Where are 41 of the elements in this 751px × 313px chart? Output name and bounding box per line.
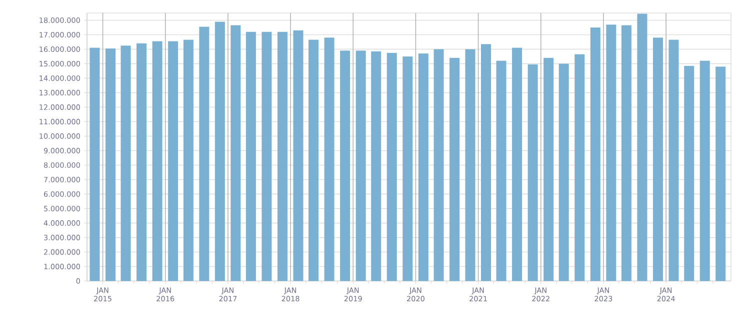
bar: [465, 49, 476, 281]
bar: [120, 46, 131, 281]
bar: [418, 54, 428, 281]
bar: [214, 22, 225, 281]
bar: [105, 48, 116, 281]
bar: [637, 14, 648, 281]
bar: [512, 48, 522, 281]
bar: [450, 58, 460, 281]
bar: [480, 44, 491, 281]
bar: [496, 60, 506, 281]
bar: [152, 41, 162, 281]
bar: [558, 64, 569, 281]
bar: [402, 56, 413, 281]
bar: [668, 40, 679, 281]
bar: [606, 24, 616, 281]
bar: [386, 52, 397, 281]
bar: [90, 48, 100, 281]
bar: [293, 30, 304, 281]
bar: [277, 32, 288, 281]
bar: [308, 40, 319, 281]
bar: [684, 66, 694, 281]
bar: [371, 51, 382, 281]
bar: [199, 26, 210, 281]
bar: [340, 50, 350, 281]
bar: [652, 38, 663, 281]
bar: [230, 25, 241, 281]
bar: [590, 27, 600, 281]
bar: [183, 40, 194, 281]
bar: [356, 50, 366, 281]
bar: [168, 41, 178, 281]
bar: [621, 25, 632, 281]
bar: [700, 60, 710, 281]
bar: [574, 54, 585, 281]
bar: [528, 64, 538, 281]
bar: [136, 43, 147, 281]
bar: [434, 49, 444, 281]
bar: [324, 38, 334, 281]
bar: [262, 32, 272, 281]
bar: [246, 32, 256, 281]
bar: [716, 66, 726, 281]
bar: [544, 58, 554, 281]
